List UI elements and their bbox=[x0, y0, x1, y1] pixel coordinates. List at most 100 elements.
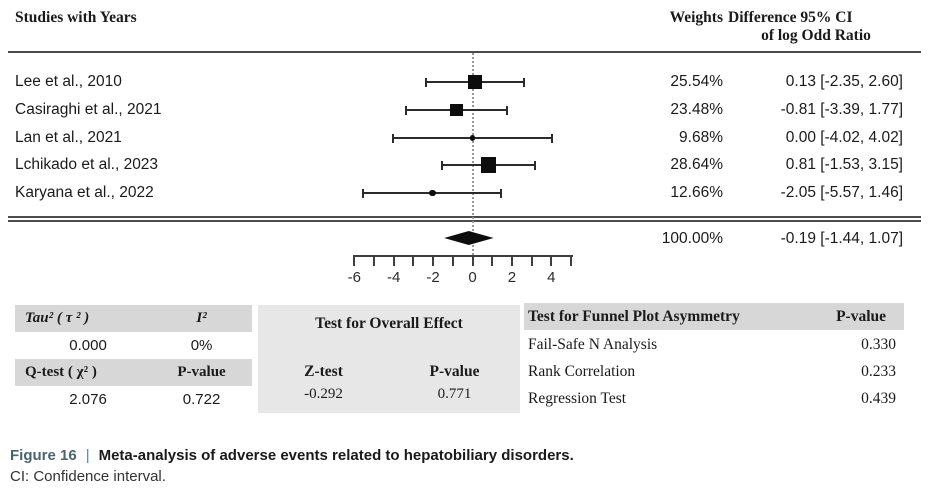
x-tick-label: -6 bbox=[347, 269, 361, 286]
study-label: Casiraghi et al., 2021 bbox=[15, 101, 162, 118]
x-axis-tick bbox=[412, 255, 415, 266]
x-axis-tick bbox=[451, 255, 454, 266]
study-label: Lan et al., 2021 bbox=[15, 129, 122, 146]
study-weight: 12.66% bbox=[670, 184, 723, 201]
study-estimate-ci: 0.13 [-2.35, 2.60] bbox=[785, 73, 903, 90]
funnel-pvalue-header: P-value bbox=[836, 307, 886, 325]
x-axis-tick bbox=[432, 255, 435, 266]
ci-cap-low bbox=[425, 77, 428, 87]
study-weight: 25.54% bbox=[670, 73, 723, 90]
x-axis-tick bbox=[373, 255, 375, 266]
summary-diamond bbox=[444, 231, 494, 245]
study-estimate-ci: 0.81 [-1.53, 3.15] bbox=[785, 156, 903, 173]
x-tick-label: -2 bbox=[426, 269, 440, 286]
x-tick-label: -4 bbox=[387, 269, 401, 286]
overall-effect-value-row: -0.292 0.771 bbox=[258, 386, 520, 403]
difference-column-header-line1: Difference 95% CI bbox=[728, 9, 853, 26]
ci-line bbox=[426, 81, 524, 83]
figure-caption: Figure 16 | Meta-analysis of adverse event… bbox=[10, 447, 574, 464]
funnel-test-value: 0.330 bbox=[861, 335, 896, 353]
overall-effect-header-row: Z-test P-value bbox=[258, 363, 520, 381]
study-weight: 9.68% bbox=[679, 129, 723, 146]
pvalue-header: P-value bbox=[429, 363, 480, 380]
effect-square bbox=[468, 74, 483, 90]
funnel-row: Fail-Safe N Analysis 0.330 bbox=[524, 331, 904, 358]
x-tick-label: 2 bbox=[507, 269, 517, 286]
study-estimate-ci: -2.05 [-5.57, 1.46] bbox=[780, 184, 903, 201]
x-axis-tick bbox=[491, 255, 494, 266]
caption-title: Meta-analysis of adverse events related … bbox=[98, 447, 574, 464]
x-axis-tick bbox=[392, 255, 395, 266]
x-axis-tick bbox=[570, 255, 572, 266]
funnel-header-row: Test for Funnel Plot Asymmetry P-value bbox=[524, 303, 904, 330]
study-weight: 28.64% bbox=[670, 156, 723, 173]
zero-reference-line bbox=[471, 53, 474, 255]
study-weight: 23.48% bbox=[670, 101, 723, 118]
x-tick-label: 0 bbox=[468, 269, 477, 286]
caption-note: CI: Confidence interval. bbox=[10, 468, 166, 485]
funnel-test-label: Fail-Safe N Analysis bbox=[528, 335, 658, 353]
study-label: Lchikado et al., 2023 bbox=[15, 156, 159, 173]
study-estimate-ci: -0.81 [-3.39, 1.77] bbox=[780, 101, 903, 118]
effect-square bbox=[450, 103, 463, 117]
qtest-value-row: 2.076 0.722 bbox=[15, 386, 252, 412]
overall-effect-title: Test for Overall Effect bbox=[315, 315, 463, 332]
summary-rule bbox=[8, 216, 921, 222]
x-tick-label: 4 bbox=[547, 269, 556, 286]
ci-cap-high bbox=[522, 77, 525, 87]
ci-cap-low bbox=[441, 160, 444, 170]
x-axis-tick bbox=[550, 255, 553, 266]
ztest-pvalue: 0.771 bbox=[437, 386, 472, 402]
weights-column-header: Weights bbox=[669, 9, 723, 26]
summary-estimate-ci: -0.19 [-1.44, 1.07] bbox=[780, 230, 903, 247]
funnel-test-label: Rank Correlation bbox=[528, 362, 636, 380]
ci-cap-high bbox=[550, 133, 553, 143]
ci-line bbox=[405, 109, 508, 111]
heterogeneity-header-row: Tau² ( τ ² ) I² bbox=[15, 305, 252, 332]
funnel-title: Test for Funnel Plot Asymmetry bbox=[528, 307, 740, 325]
ci-cap-low bbox=[361, 188, 364, 198]
funnel-test-label: Regression Test bbox=[528, 389, 627, 407]
x-axis-tick bbox=[353, 255, 356, 266]
difference-column-header-line2: of log Odd Ratio bbox=[761, 27, 871, 44]
ztest-value: -0.292 bbox=[304, 386, 343, 402]
i2-value: 0% bbox=[190, 336, 213, 354]
x-axis-tick bbox=[471, 255, 474, 266]
studies-column-header: Studies with Years bbox=[15, 9, 137, 26]
ztest-header: Z-test bbox=[304, 363, 343, 380]
x-axis-tick bbox=[510, 255, 513, 266]
effect-square bbox=[469, 135, 476, 141]
ci-line bbox=[393, 137, 552, 139]
x-axis-tick bbox=[530, 255, 533, 266]
qtest-pvalue: 0.722 bbox=[182, 390, 221, 408]
ci-cap-high bbox=[500, 188, 503, 198]
ci-line bbox=[362, 192, 502, 194]
funnel-row: Regression Test 0.439 bbox=[524, 385, 904, 412]
ci-line bbox=[442, 164, 535, 166]
qtest-header: Q-test ( χ² ) bbox=[25, 364, 97, 380]
study-estimate-ci: 0.00 [-4.02, 4.02] bbox=[785, 129, 903, 146]
overall-effect-block bbox=[258, 305, 520, 413]
ci-cap-high bbox=[506, 105, 509, 115]
summary-weight: 100.00% bbox=[661, 230, 723, 247]
ci-cap-low bbox=[404, 105, 407, 115]
figure-number-label: Figure 16 bbox=[10, 447, 77, 464]
qtest-header-row: Q-test ( χ² ) P-value bbox=[15, 359, 252, 386]
x-axis-line bbox=[354, 255, 573, 257]
tau2-header: Tau² ( τ ² ) bbox=[25, 310, 90, 326]
header-rule bbox=[8, 51, 921, 53]
ci-cap-high bbox=[533, 160, 536, 170]
ci-cap-low bbox=[392, 133, 395, 143]
effect-square bbox=[480, 157, 497, 173]
pvalue-header: P-value bbox=[177, 364, 226, 380]
study-label: Karyana et al., 2022 bbox=[15, 184, 154, 201]
funnel-test-value: 0.233 bbox=[861, 362, 896, 380]
i2-header: I² bbox=[196, 310, 207, 326]
caption-separator: | bbox=[85, 447, 90, 464]
tau2-value: 0.000 bbox=[69, 336, 107, 354]
funnel-row: Rank Correlation 0.233 bbox=[524, 358, 904, 385]
study-label: Lee et al., 2010 bbox=[15, 73, 122, 90]
heterogeneity-value-row: 0.000 0% bbox=[15, 332, 252, 358]
funnel-test-value: 0.439 bbox=[861, 389, 896, 407]
